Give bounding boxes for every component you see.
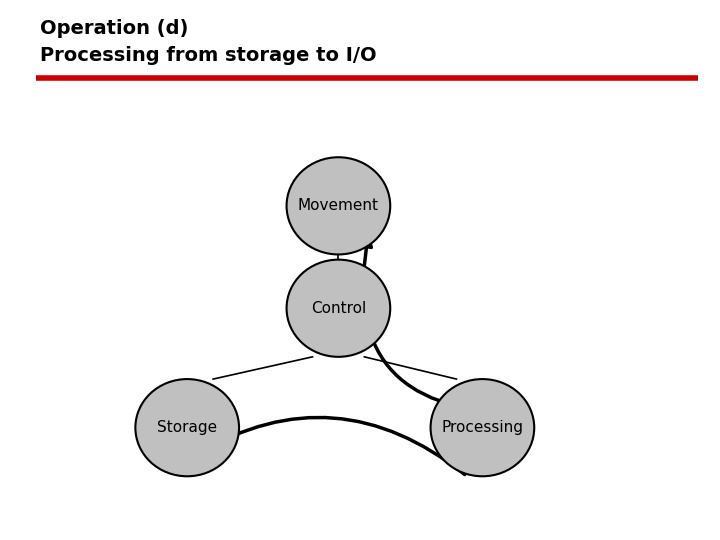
Ellipse shape [287,260,390,357]
Ellipse shape [287,157,390,254]
Text: Storage: Storage [157,420,217,435]
FancyArrowPatch shape [198,417,464,475]
Ellipse shape [135,379,239,476]
Ellipse shape [431,379,534,476]
Text: Processing from storage to I/O: Processing from storage to I/O [40,46,377,65]
Text: Movement: Movement [298,198,379,213]
Text: Processing: Processing [441,420,523,435]
Text: Control: Control [311,301,366,316]
FancyArrowPatch shape [361,237,516,413]
Text: Operation (d): Operation (d) [40,19,188,38]
